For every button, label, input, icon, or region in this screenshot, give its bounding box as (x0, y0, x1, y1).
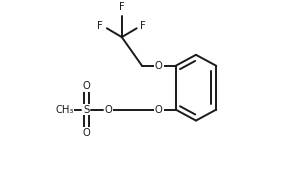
Text: O: O (105, 105, 112, 115)
Text: F: F (140, 21, 146, 31)
Text: S: S (83, 105, 89, 115)
Text: O: O (82, 128, 90, 138)
Text: F: F (119, 2, 125, 12)
Text: O: O (155, 105, 163, 115)
Text: CH₃: CH₃ (55, 105, 74, 115)
Text: O: O (82, 81, 90, 91)
Text: O: O (155, 61, 163, 71)
Text: F: F (97, 21, 103, 31)
